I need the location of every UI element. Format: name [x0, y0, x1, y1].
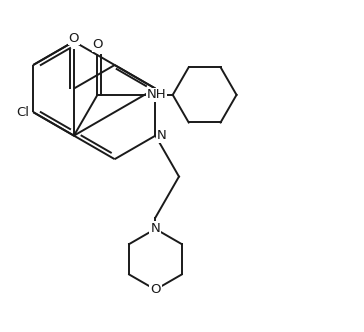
Text: O: O [150, 283, 161, 296]
Text: N: N [157, 129, 167, 142]
Text: Cl: Cl [16, 106, 29, 119]
Text: O: O [92, 38, 103, 51]
Text: O: O [69, 32, 79, 45]
Text: N: N [151, 222, 160, 235]
Text: NH: NH [147, 88, 166, 101]
